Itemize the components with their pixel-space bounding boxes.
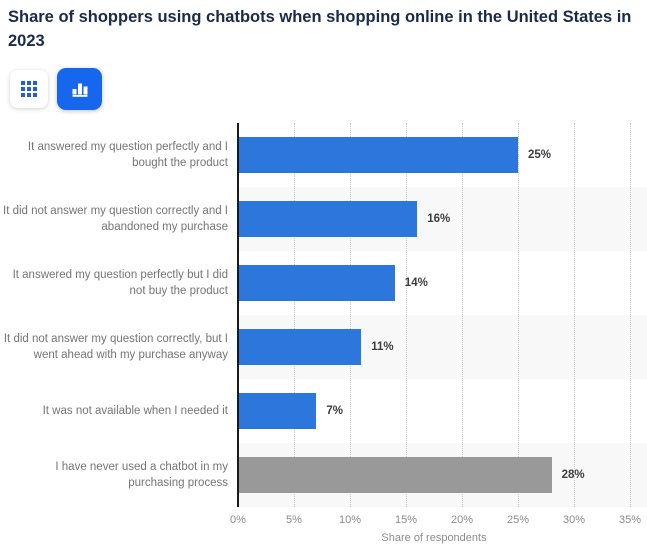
table-view-button[interactable] [10,70,48,108]
value-label: 16% [427,213,451,225]
row-plot-area: 25% [238,123,647,187]
bar[interactable] [238,201,418,237]
x-tick-label: 20% [450,514,474,526]
bar-row: It did not answer my question correctly … [0,187,647,251]
category-label: It was not available when I needed it [42,404,228,417]
page-title: Share of shoppers using chatbots when sh… [8,8,632,50]
value-label: 7% [326,405,344,417]
bar[interactable] [238,265,395,301]
bar-chart-icon [71,81,89,97]
value-label: 25% [528,149,552,161]
view-toggle [10,68,102,110]
x-axis-ticks: 0% 5% 10% 15% 20% 25% 30% 35% [0,514,647,529]
x-tick-label: 10% [338,514,362,526]
row-plot-area: 14% [238,251,647,315]
category-label: It did not answer my question correctly … [3,204,228,233]
category-label: I have never used a chatbot in my purcha… [55,460,228,489]
x-tick-label: 15% [394,514,418,526]
bar-row: It did not answer my question correctly,… [0,315,647,379]
value-label: 14% [404,277,428,289]
bar[interactable] [238,329,362,365]
x-tick-label: 5% [286,514,302,526]
category-label: It answered my question perfectly but I … [12,268,228,297]
bar-row: I have never used a chatbot in my purcha… [0,443,647,507]
bar-row: It answered my question perfectly and I … [0,123,647,187]
bar[interactable] [238,457,552,493]
y-axis-line [237,123,239,507]
bar[interactable] [238,137,518,173]
value-label: 28% [561,469,585,481]
x-tick-label: 30% [562,514,586,526]
chart-view-button[interactable] [57,68,102,110]
row-plot-area: 7% [238,379,647,443]
row-plot-area: 11% [238,315,647,379]
x-tick-label: 0% [230,514,246,526]
x-tick-label: 25% [506,514,530,526]
value-label: 11% [371,341,394,353]
x-tick-label: 35% [618,514,642,526]
category-label: It did not answer my question correctly,… [3,332,228,361]
bar-row: It answered my question perfectly but I … [0,251,647,315]
chart-rows: It answered my question perfectly and I … [0,123,647,507]
row-plot-area: 28% [238,443,647,507]
x-axis-title: Share of respondents [381,532,487,544]
table-grid-icon [21,81,37,97]
row-plot-area: 16% [238,187,647,251]
bar-row: It was not available when I needed it 7% [0,379,647,443]
bar[interactable] [238,393,317,429]
bar-chart: It answered my question perfectly and I … [0,123,647,545]
category-label: It answered my question perfectly and I … [27,140,228,169]
